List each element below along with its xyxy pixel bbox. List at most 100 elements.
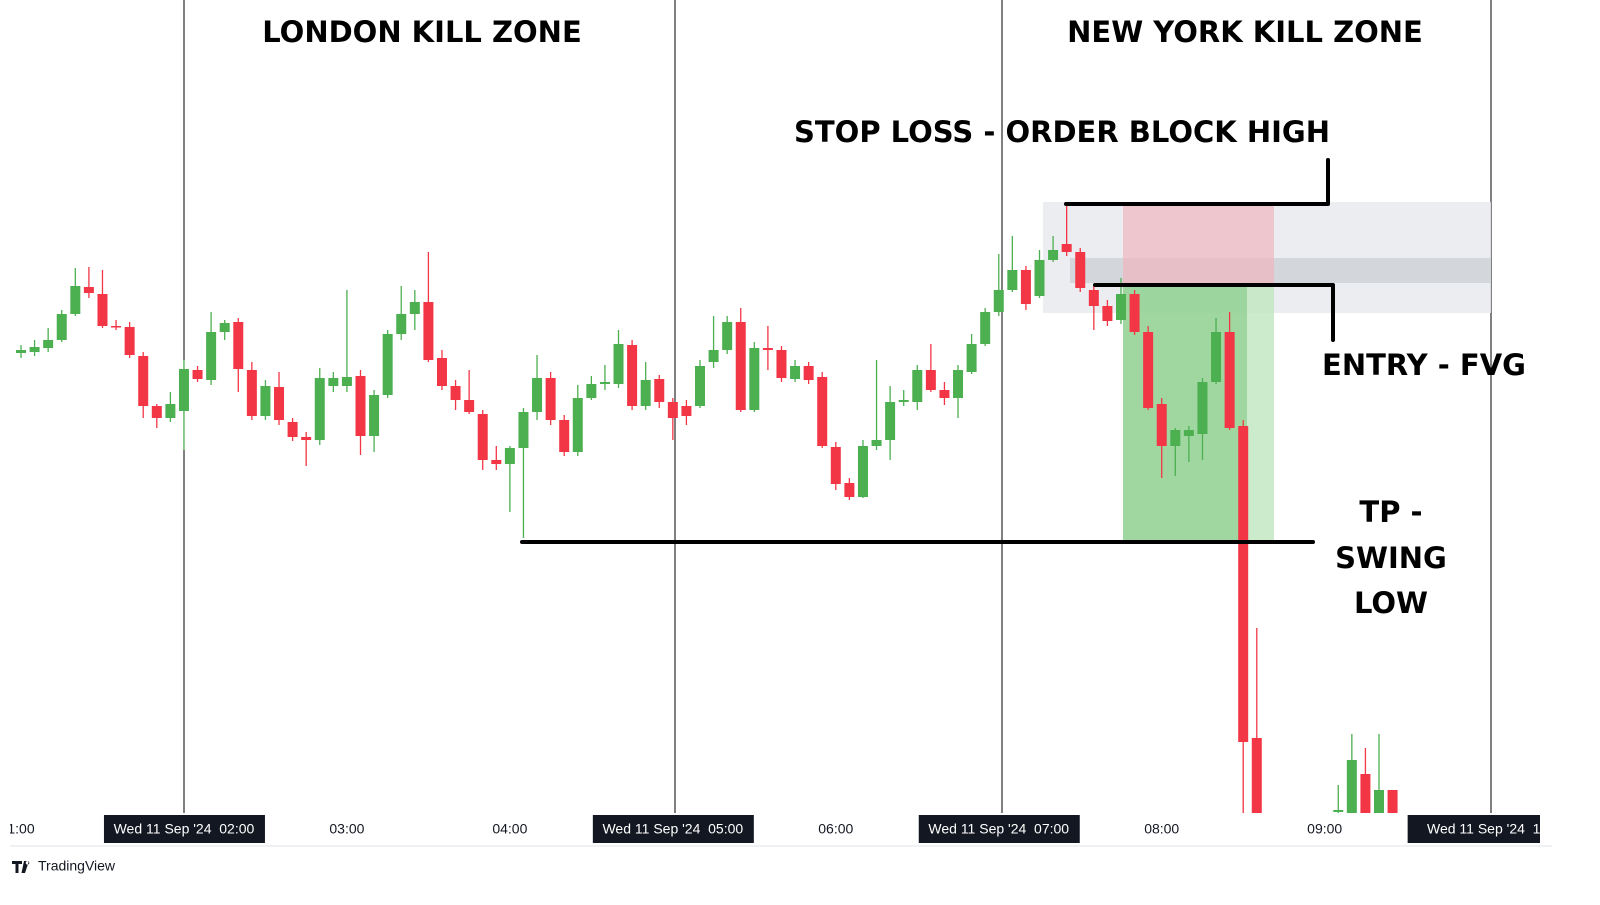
candle-body <box>939 390 950 398</box>
x-tick-label: 1:00 <box>7 821 34 837</box>
candle-body <box>1183 430 1194 436</box>
profit-zone <box>1247 283 1274 540</box>
x-tick-label: 06:00 <box>818 821 853 837</box>
x-tick-label: 09:00 <box>1307 821 1342 837</box>
candle-body <box>111 326 122 328</box>
candle-body <box>260 386 271 416</box>
tp-label: TP - <box>1359 495 1422 529</box>
candle-body <box>423 302 434 360</box>
candle-body <box>1251 738 1262 813</box>
candle-body <box>1061 244 1072 252</box>
candle-body <box>559 420 570 452</box>
candle-body <box>708 350 719 362</box>
candle-body <box>695 366 705 406</box>
candle-body <box>993 290 1004 312</box>
candle-body <box>532 378 543 412</box>
candle-body <box>124 327 135 355</box>
candle-body <box>504 448 515 464</box>
candle-body <box>1102 306 1113 321</box>
candle-body <box>857 446 868 497</box>
candle-body <box>1048 250 1059 260</box>
candle-body <box>640 380 651 406</box>
candle-body <box>817 377 828 446</box>
candle-body <box>274 387 285 420</box>
candle-body <box>667 402 678 418</box>
candle-body <box>735 322 746 410</box>
candle-body <box>925 370 936 390</box>
tp-label: LOW <box>1354 586 1428 620</box>
candle-body <box>654 379 665 402</box>
candle-body <box>871 440 882 446</box>
candle-body <box>1129 294 1140 332</box>
candle-body <box>599 382 610 384</box>
candle-body <box>369 395 380 436</box>
candle-body <box>1387 790 1398 813</box>
candle-body <box>613 344 624 384</box>
x-tick-label: Wed 11 Sep '24 10 <box>1427 821 1548 837</box>
candle-body <box>1088 290 1099 306</box>
candle-body <box>287 422 298 437</box>
candle-body <box>70 286 81 314</box>
candle-body <box>898 400 909 402</box>
candle-body <box>491 460 502 464</box>
candle-body <box>545 378 556 420</box>
entry-label: ENTRY - FVG <box>1322 348 1526 382</box>
candle-body <box>409 302 420 314</box>
candle-body <box>966 344 977 372</box>
zone-label: LONDON KILL ZONE <box>262 15 582 49</box>
x-tick-highlight <box>592 815 754 843</box>
stop-zone <box>1123 202 1274 283</box>
x-tick-label: Wed 11 Sep '24 05:00 <box>602 821 743 837</box>
candle-body <box>912 370 923 402</box>
candle-body <box>219 323 230 332</box>
x-tick-highlight <box>103 815 265 843</box>
candle-body <box>436 358 447 386</box>
tp-label: SWING <box>1335 541 1447 575</box>
candle-body <box>151 406 162 418</box>
candle-body <box>1374 790 1384 813</box>
plot: 1:00 Wed 11 Sep '24 02:00 03:00 04:00 Wed 11… <box>7 0 1548 843</box>
x-tick-highlight <box>1407 815 1540 843</box>
candle-body <box>97 294 108 326</box>
candle-body <box>341 377 352 386</box>
candle-body <box>1211 332 1222 382</box>
x-tick-label: Wed 11 Sep '24 07:00 <box>928 821 1069 837</box>
candle-body <box>396 314 407 334</box>
candle-body <box>192 370 203 379</box>
candle-body <box>138 356 149 406</box>
x-tick-label: 08:00 <box>1144 821 1179 837</box>
zone-label: NEW YORK KILL ZONE <box>1067 15 1423 49</box>
candle-body <box>518 412 529 448</box>
candle-body <box>1170 430 1181 446</box>
candle-body <box>749 348 760 410</box>
candle-body <box>83 287 94 293</box>
candle-body <box>844 483 855 497</box>
candle-body <box>572 398 583 452</box>
candle-body <box>246 370 257 416</box>
candle-body <box>1333 810 1344 812</box>
stop-loss-line <box>1064 158 1330 206</box>
candle-body <box>627 345 638 406</box>
candle-body <box>56 314 67 340</box>
logo-icon <box>12 861 30 873</box>
candle-body <box>1115 294 1126 320</box>
candle-body <box>233 322 244 369</box>
candle-body <box>830 447 841 484</box>
entry-line <box>1093 283 1335 342</box>
candle-body <box>43 340 54 348</box>
candle-body <box>803 366 814 380</box>
candle-body <box>1075 252 1086 288</box>
candle-body <box>790 366 801 379</box>
candle-body <box>1020 270 1031 304</box>
candle-body <box>980 312 991 344</box>
candle-body <box>1143 332 1154 408</box>
watermark: TradingView <box>38 858 116 874</box>
candle-body <box>382 334 393 395</box>
x-tick-label: 04:00 <box>492 821 527 837</box>
candle-body <box>762 348 773 350</box>
candle-body <box>1197 382 1208 434</box>
candle-body <box>29 347 40 352</box>
x-tick-highlight <box>918 815 1080 843</box>
